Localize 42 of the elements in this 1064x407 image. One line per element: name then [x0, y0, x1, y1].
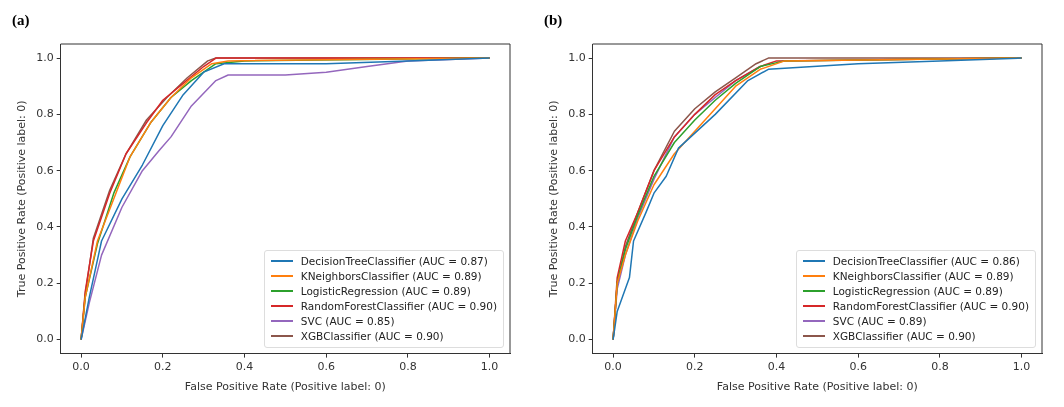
legend-label: LogisticRegression (AUC = 0.89): [832, 283, 1003, 299]
legend-label: DecisionTreeClassifier (AUC = 0.87): [300, 253, 488, 269]
y-tick-label: 0.6: [568, 163, 586, 177]
y-axis-title: True Positive Rate (Positive label: 0): [547, 100, 561, 299]
y-tick-label: 0.4: [36, 219, 54, 233]
x-tick-label: 0.8: [399, 360, 417, 374]
legend-label: KNeighborsClassifier (AUC = 0.89): [832, 268, 1014, 284]
y-axis-title: True Positive Rate (Positive label: 0): [15, 100, 29, 299]
x-tick-label: 0.4: [235, 360, 254, 374]
x-tick-label: 0.6: [849, 360, 867, 374]
legend-label: RandomForestClassifier (AUC = 0.90): [300, 298, 497, 314]
y-tick-label: 0.8: [36, 107, 54, 121]
legend-label: LogisticRegression (AUC = 0.89): [300, 283, 471, 299]
legend-label: XGBClassifier (AUC = 0.90): [832, 328, 976, 344]
x-tick-label: 0.2: [686, 360, 704, 374]
y-tick-label: 1.0: [36, 50, 54, 64]
y-tick-label: 0.0: [568, 332, 586, 346]
chart-title: (b): [544, 11, 563, 29]
x-tick-label: 1.0: [480, 360, 499, 374]
x-axis-title: False Positive Rate (Positive label: 0): [716, 380, 918, 394]
x-axis-title: False Positive Rate (Positive label: 0): [184, 380, 386, 394]
y-tick-label: 1.0: [568, 50, 586, 64]
y-tick-label: 0.6: [36, 163, 54, 177]
y-tick-label: 0.2: [568, 276, 586, 290]
chart-title: (a): [12, 11, 30, 29]
x-tick-label: 0.8: [931, 360, 949, 374]
y-tick-label: 0.0: [36, 332, 54, 346]
y-tick-label: 0.8: [568, 107, 586, 121]
legend-label: KNeighborsClassifier (AUC = 0.89): [300, 268, 482, 284]
legend-label: RandomForestClassifier (AUC = 0.90): [832, 298, 1029, 314]
x-tick-label: 0.0: [604, 360, 622, 374]
y-tick-label: 0.2: [36, 276, 54, 290]
legend-label: DecisionTreeClassifier (AUC = 0.86): [832, 253, 1020, 269]
legend-label: SVC (AUC = 0.89): [832, 313, 927, 329]
legend-label: XGBClassifier (AUC = 0.90): [300, 328, 444, 344]
x-tick-label: 0.6: [317, 360, 335, 374]
x-tick-label: 0.4: [767, 360, 786, 374]
legend-label: SVC (AUC = 0.85): [300, 313, 395, 329]
x-tick-label: 0.0: [72, 360, 90, 374]
x-tick-label: 1.0: [1012, 360, 1031, 374]
x-tick-label: 0.2: [154, 360, 172, 374]
y-tick-label: 0.4: [568, 219, 586, 233]
